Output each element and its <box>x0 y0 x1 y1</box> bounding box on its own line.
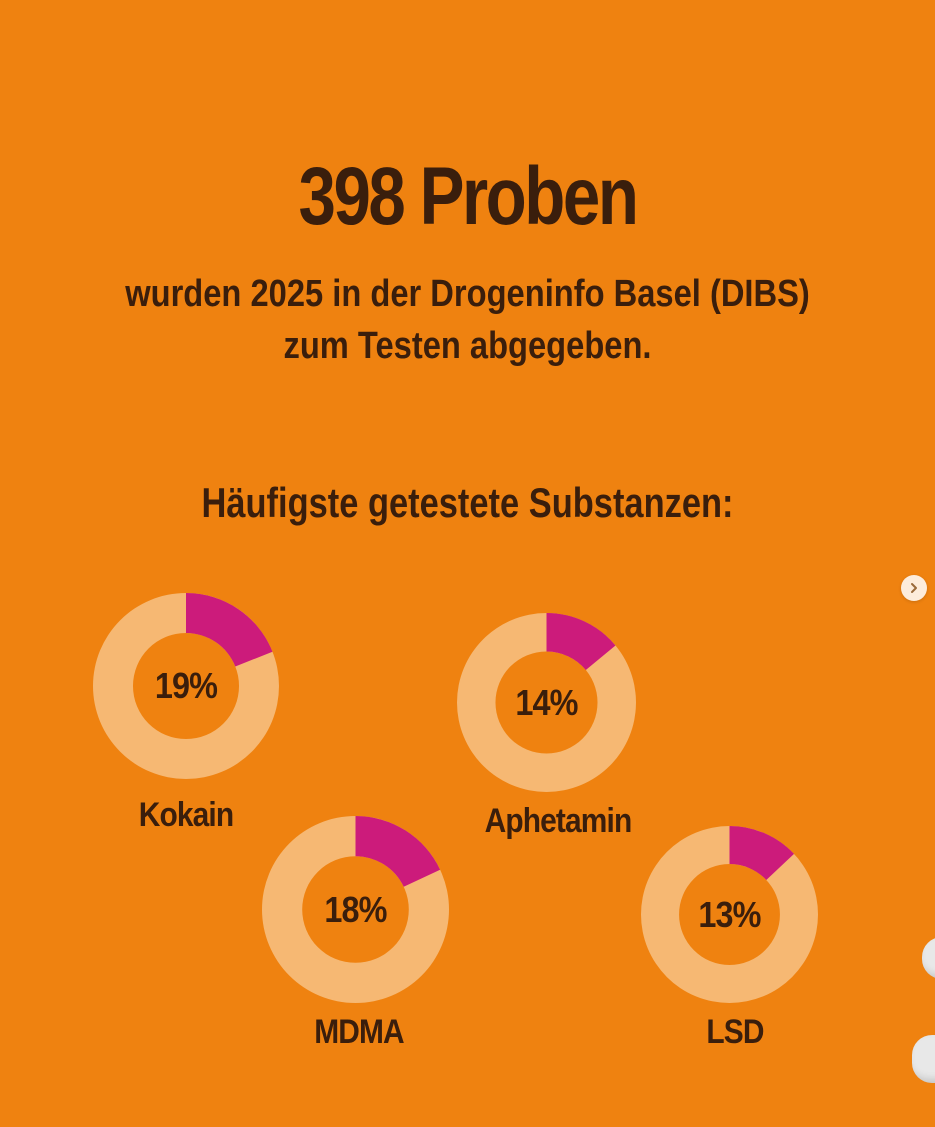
donut-percent-aphetamin: 14% <box>515 681 578 723</box>
donut-chart-mdma <box>262 816 449 1003</box>
donut-chart-kokain <box>93 593 279 779</box>
donut-slice-mdma <box>355 816 441 887</box>
donut-slice-aphetamin <box>546 613 616 670</box>
headline: 398 Proben <box>298 151 639 242</box>
donut-percent-mdma: 18% <box>324 888 387 930</box>
donut-label-kokain: Kokain <box>138 796 234 834</box>
donut-label-mdma: MDMA <box>314 1013 404 1051</box>
chevron-right-icon <box>911 583 917 593</box>
donut-chart-lsd <box>641 826 818 1003</box>
section-title: Häufigste getestete Substanzen: <box>201 479 734 526</box>
donut-aphetamin: 14% <box>457 613 636 792</box>
donut-kokain: 19% <box>93 593 279 779</box>
donut-percent-kokain: 19% <box>154 665 218 706</box>
pill-icon <box>912 1035 935 1083</box>
carousel-next-button[interactable] <box>901 575 927 601</box>
donut-label-aphetamin: Aphetamin <box>484 802 633 840</box>
pill-icon <box>922 937 935 979</box>
donut-mdma: 18% <box>262 816 449 1003</box>
subline: wurden 2025 in der Drogeninfo Basel (DIB… <box>65 268 869 372</box>
subline-line-1: wurden 2025 in der Drogeninfo Basel (DIB… <box>125 273 810 315</box>
donut-label-lsd: LSD <box>706 1013 764 1051</box>
subline-line-2: zum Testen abgegeben. <box>283 325 652 367</box>
donut-slice-kokain <box>186 593 273 667</box>
donut-percent-lsd: 13% <box>698 893 761 935</box>
donut-lsd: 13% <box>641 826 818 1003</box>
donut-slice-lsd <box>729 826 795 880</box>
donut-chart-aphetamin <box>457 613 636 792</box>
